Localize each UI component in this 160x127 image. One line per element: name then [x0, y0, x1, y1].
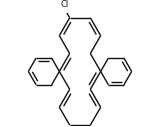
Text: Cl: Cl [60, 0, 69, 9]
